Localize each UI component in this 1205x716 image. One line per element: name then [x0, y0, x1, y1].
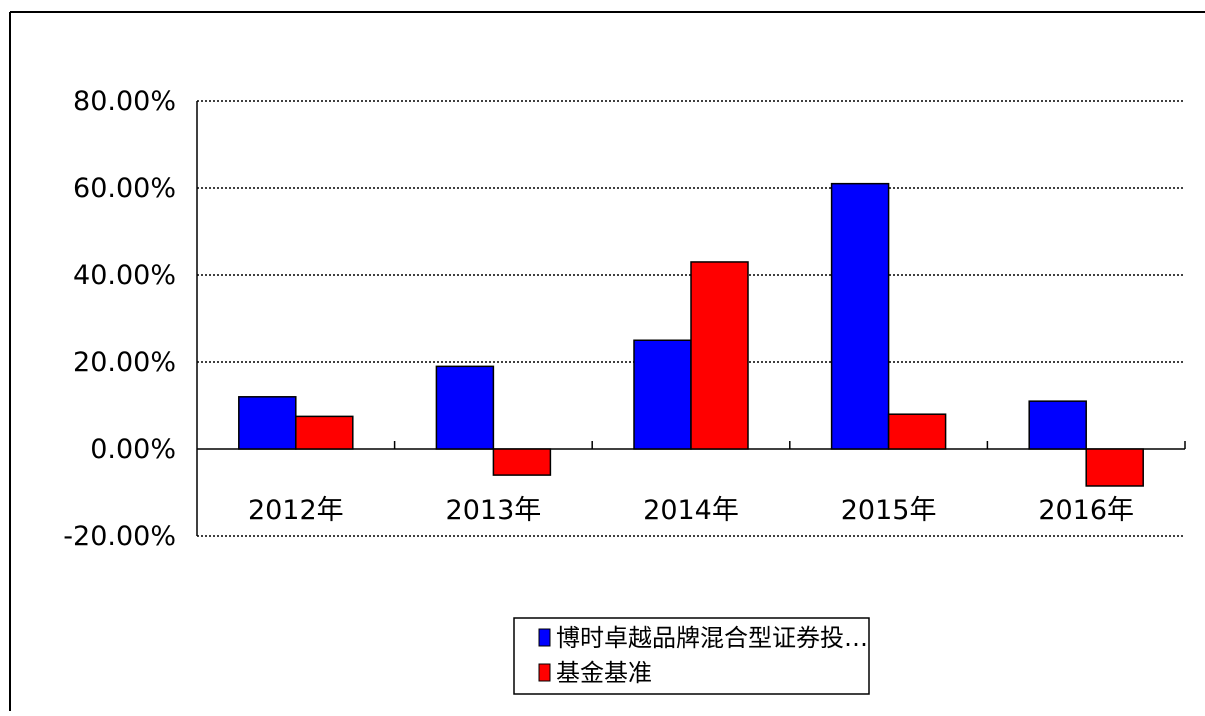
y-tick-label: 0.00%: [90, 434, 176, 465]
x-tick-label: 2013年: [446, 495, 542, 526]
y-tick-label: 60.00%: [73, 173, 176, 204]
bar-series-1: [435, 365, 495, 450]
y-tick-labels: 80.00% 60.00% 40.00% 20.00% 0.00% -20.00%: [63, 86, 176, 552]
legend-box: [513, 617, 870, 695]
legend: 博时卓越品牌混合型证券投… 基金基准: [513, 617, 870, 695]
bar-series-1: [830, 182, 890, 450]
x-tick-label: 2016年: [1038, 495, 1134, 526]
bar-series-2: [887, 413, 947, 450]
bar-series-1: [1028, 400, 1087, 450]
bar-series-1: [633, 339, 692, 450]
legend-swatch-series-1: [538, 628, 551, 647]
legend-label-series-1: 博时卓越品牌混合型证券投…: [556, 624, 868, 652]
legend-swatch-series-2: [538, 663, 551, 682]
y-tick-label: -20.00%: [63, 521, 176, 552]
bar-series-2: [492, 448, 552, 476]
y-tick-label: 80.00%: [73, 86, 176, 117]
x-tick-labels: 2012年 2013年 2014年 2015年 2016年: [248, 495, 1134, 526]
bar-series-1: [238, 396, 297, 450]
x-tick-label: 2015年: [841, 495, 937, 526]
legend-label-series-2: 基金基准: [556, 659, 652, 687]
y-tick-label: 40.00%: [73, 260, 176, 291]
bar-series-2: [1085, 448, 1144, 487]
y-tick-label: 20.00%: [73, 347, 176, 378]
x-tick-label: 2012年: [248, 495, 344, 526]
bar-series-2: [690, 261, 749, 450]
bars: [238, 182, 1144, 487]
x-tick-label: 2014年: [643, 495, 739, 526]
bar-series-2: [295, 415, 354, 450]
